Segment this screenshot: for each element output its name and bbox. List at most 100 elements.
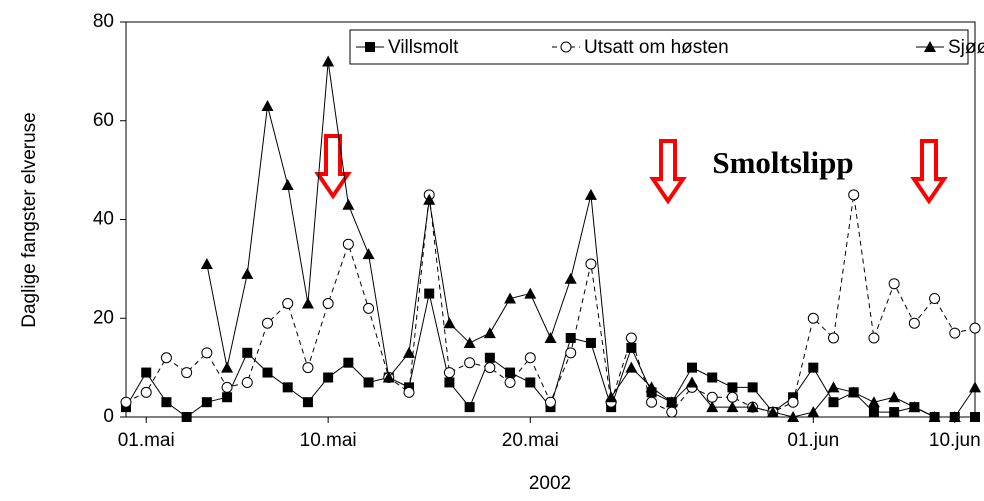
marker: [443, 367, 455, 379]
marker: [808, 362, 819, 373]
marker: [241, 267, 254, 279]
marker: [365, 42, 375, 52]
marker: [181, 412, 192, 422]
marker: [584, 188, 597, 200]
marker: [484, 352, 495, 363]
legend-label: Villsmolt: [388, 37, 459, 58]
marker: [929, 293, 941, 304]
marker: [423, 193, 436, 205]
legend-box: [349, 29, 969, 65]
marker: [687, 362, 697, 373]
legend-label: Utsatt om høsten: [584, 37, 729, 58]
marker: [807, 312, 819, 324]
marker: [868, 407, 879, 418]
marker: [828, 397, 839, 408]
y-axis-title: Daglige fangster elveruse: [19, 112, 40, 327]
marker: [200, 257, 213, 269]
marker: [484, 362, 496, 374]
marker: [221, 361, 234, 373]
marker: [707, 372, 718, 383]
marker: [525, 377, 536, 388]
marker: [221, 381, 233, 393]
legend-label: Sjøørretsmolt: [948, 37, 984, 58]
marker: [544, 332, 557, 343]
marker: [646, 396, 658, 408]
marker: [181, 367, 193, 379]
marker: [867, 396, 880, 408]
marker: [625, 361, 638, 373]
marker: [565, 333, 576, 343]
marker: [524, 287, 537, 299]
marker: [443, 317, 456, 329]
marker: [505, 367, 516, 378]
marker: [626, 342, 637, 353]
marker: [464, 357, 476, 369]
marker: [301, 297, 314, 309]
marker: [282, 297, 294, 309]
marker: [847, 386, 860, 398]
y-tick-label: 0: [103, 406, 114, 427]
marker: [924, 41, 936, 52]
x-tick-label: 10.mai: [300, 430, 357, 451]
marker: [665, 396, 678, 408]
marker: [444, 377, 455, 388]
marker: [281, 178, 294, 190]
annotation: Smoltslipp: [712, 145, 853, 180]
y-tick-label: 20: [93, 307, 114, 328]
marker: [363, 302, 375, 314]
marker: [969, 322, 981, 334]
marker: [141, 367, 152, 378]
marker: [888, 391, 901, 403]
marker: [161, 397, 172, 408]
marker: [201, 397, 212, 408]
marker: [746, 401, 759, 413]
marker: [424, 288, 435, 299]
marker: [727, 382, 738, 393]
marker: [928, 411, 941, 422]
marker: [403, 346, 415, 358]
y-tick-label: 80: [93, 11, 114, 32]
x-tick-label: 20.mai: [502, 430, 559, 451]
marker: [160, 352, 172, 364]
marker: [464, 402, 475, 413]
x-tick-label: 01.jun: [787, 430, 839, 451]
marker: [585, 258, 597, 270]
marker: [282, 382, 293, 393]
marker: [585, 337, 596, 348]
marker: [241, 376, 253, 388]
marker: [323, 372, 334, 383]
marker: [262, 317, 273, 329]
marker: [726, 401, 739, 413]
marker: [747, 382, 758, 393]
marker: [766, 406, 779, 418]
marker: [322, 297, 334, 309]
marker: [686, 376, 698, 388]
marker: [645, 381, 658, 393]
marker: [828, 332, 839, 344]
marker: [120, 396, 132, 408]
marker: [322, 55, 335, 67]
marker: [969, 381, 981, 393]
x-tick-label: 10.jun: [929, 430, 981, 451]
marker: [362, 248, 375, 260]
marker: [302, 397, 313, 408]
marker: [807, 406, 820, 418]
marker: [948, 411, 961, 422]
marker: [726, 391, 738, 403]
marker: [888, 278, 900, 290]
marker: [848, 189, 860, 201]
marker: [261, 99, 274, 111]
marker: [970, 412, 980, 422]
marker: [868, 332, 880, 344]
marker: [827, 381, 840, 393]
marker: [564, 272, 577, 284]
x-tick-label: 01.mai: [118, 430, 175, 451]
marker: [706, 401, 719, 413]
marker: [560, 41, 572, 53]
marker: [908, 401, 921, 413]
marker: [242, 347, 253, 358]
marker: [545, 396, 556, 408]
marker: [382, 371, 395, 383]
